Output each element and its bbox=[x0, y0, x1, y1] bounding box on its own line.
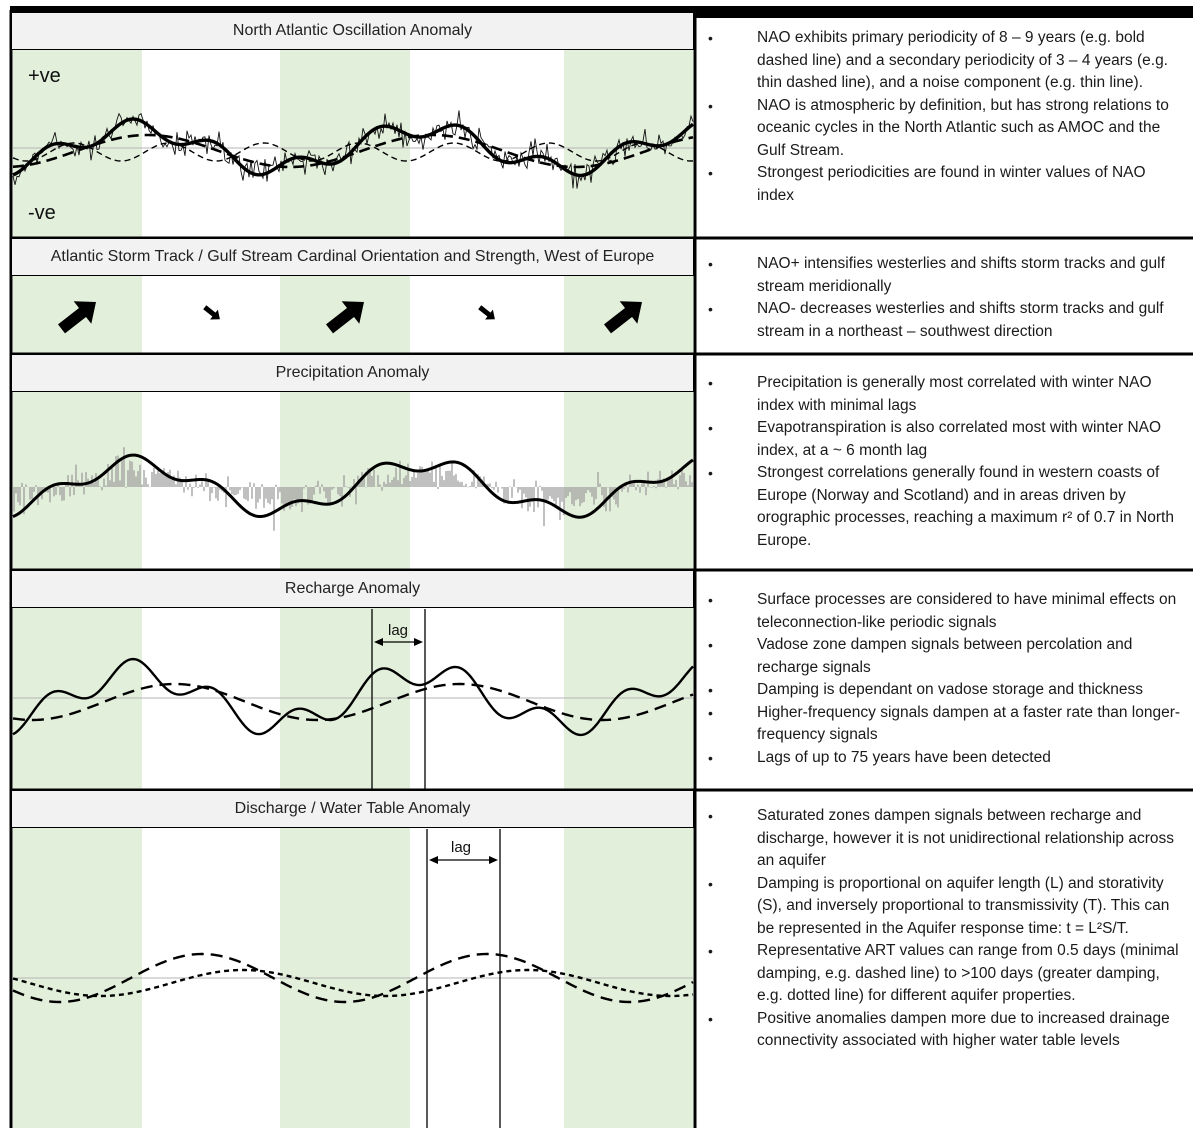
list-item: Higher-frequency signals dampen at a fas… bbox=[707, 702, 1185, 747]
discharge-dotted-line bbox=[12, 968, 694, 998]
storm-track-arrow-large-icon bbox=[58, 301, 96, 334]
storm-track-arrow-small-icon bbox=[203, 305, 220, 320]
lag-arrowhead bbox=[414, 638, 423, 646]
precipitation-panel-title: Precipitation Anomaly bbox=[12, 355, 693, 391]
lag-arrowhead bbox=[429, 856, 438, 864]
nao-positive-band bbox=[564, 608, 693, 790]
nao-positive-band bbox=[280, 50, 410, 238]
nao-positive-band bbox=[280, 608, 410, 790]
lag-label: lag bbox=[451, 839, 471, 856]
list-item: NAO is atmospheric by definition, but ha… bbox=[707, 95, 1185, 163]
list-item: Strongest periodicities are found in win… bbox=[707, 162, 1185, 207]
nao-positive-band bbox=[564, 392, 693, 570]
list-item: NAO exhibits primary periodicity of 8 – … bbox=[707, 27, 1185, 95]
precipitation-signal-line bbox=[12, 453, 694, 519]
list-item: Evapotranspiration is also correlated mo… bbox=[707, 417, 1185, 462]
nao-signal-line bbox=[12, 117, 695, 178]
list-item: Surface processes are considered to have… bbox=[707, 589, 1185, 634]
discharge-notes: Saturated zones dampen signals between r… bbox=[707, 805, 1185, 1053]
negative-phase-label: -ve bbox=[28, 202, 56, 224]
recharge-notes: Surface processes are considered to have… bbox=[707, 589, 1185, 769]
list-item: Lags of up to 75 years have been detecte… bbox=[707, 747, 1185, 770]
precipitation-notes: Precipitation is generally most correlat… bbox=[707, 372, 1185, 552]
list-item: Damping is dependant on vadose storage a… bbox=[707, 679, 1185, 702]
percolation-signal-line bbox=[12, 657, 694, 737]
discharge-dashed-line bbox=[12, 952, 694, 1004]
nao-phase-bands bbox=[13, 50, 693, 1128]
lag-label: lag bbox=[388, 622, 408, 639]
list-item: Saturated zones dampen signals between r… bbox=[707, 805, 1185, 873]
discharge-panel-title: Discharge / Water Table Anomaly bbox=[12, 791, 693, 827]
nao-positive-band bbox=[13, 50, 142, 238]
recharge-signal-line bbox=[12, 682, 694, 722]
lag-arrowhead bbox=[374, 638, 383, 646]
storm-track-arrow-small-icon bbox=[478, 305, 495, 320]
list-item: Damping is proportional on aquifer lengt… bbox=[707, 873, 1185, 941]
storm-track-arrow-large-icon bbox=[604, 301, 642, 334]
secondary-period-line bbox=[12, 142, 694, 162]
list-item: Vadose zone dampen signals between perco… bbox=[707, 634, 1185, 679]
nao-notes: NAO exhibits primary periodicity of 8 – … bbox=[707, 27, 1185, 207]
recharge-panel-title: Recharge Anomaly bbox=[12, 571, 693, 607]
storm-track-arrow-large-icon bbox=[326, 301, 364, 334]
signal-plots: +ve -ve lag lag bbox=[12, 65, 695, 1128]
nao-panel-title: North Atlantic Oscillation Anomaly bbox=[12, 13, 693, 49]
list-item: NAO+ intensifies westerlies and shifts s… bbox=[707, 253, 1185, 298]
list-item: Precipitation is generally most correlat… bbox=[707, 372, 1185, 417]
nao-positive-band bbox=[280, 392, 410, 570]
storm-track-panel-title: Atlantic Storm Track / Gulf Stream Cardi… bbox=[12, 239, 693, 275]
lag-arrowhead bbox=[489, 856, 498, 864]
primary-period-line bbox=[12, 133, 694, 169]
list-item: Positive anomalies dampen more due to in… bbox=[707, 1008, 1185, 1053]
list-item: Representative ART values can range from… bbox=[707, 940, 1185, 1008]
list-item: Strongest correlations generally found i… bbox=[707, 462, 1185, 552]
list-item: NAO- decreases westerlies and shifts sto… bbox=[707, 298, 1185, 343]
nao-positive-band bbox=[13, 608, 142, 790]
positive-phase-label: +ve bbox=[28, 65, 61, 87]
storm-track-notes: NAO+ intensifies westerlies and shifts s… bbox=[707, 253, 1185, 343]
